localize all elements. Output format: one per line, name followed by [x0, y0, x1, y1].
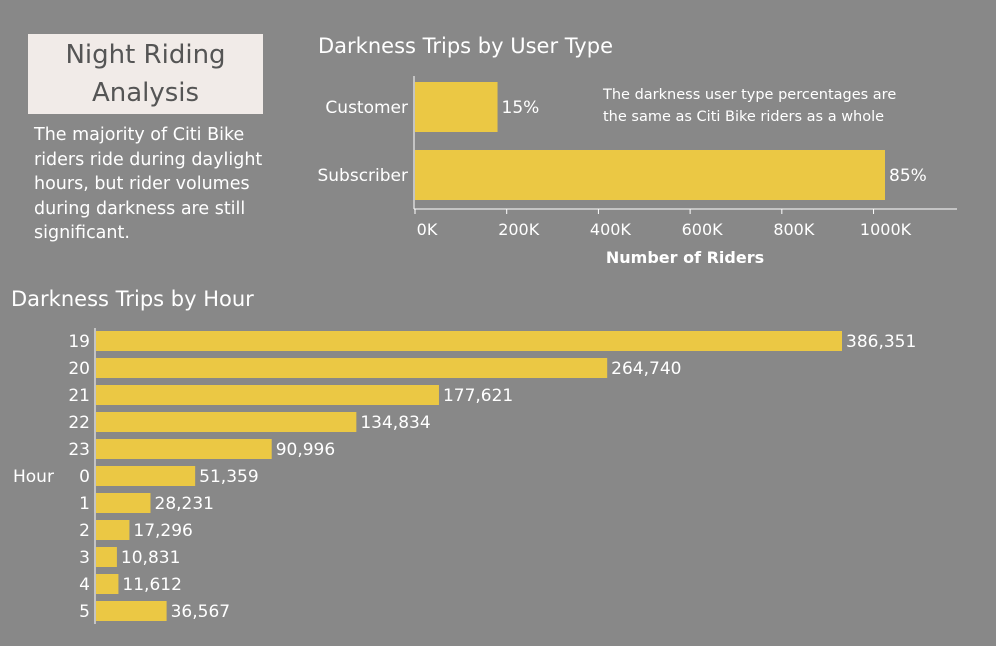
user-type-chart-title: Darkness Trips by User Type	[318, 34, 613, 58]
hour-bar	[96, 547, 117, 567]
hour-category-label: 5	[79, 602, 90, 622]
user-type-x-tick-label: 0K	[417, 220, 438, 239]
hour-bar	[96, 493, 151, 513]
user-type-x-axis-title: Number of Riders	[606, 248, 764, 267]
dashboard-title: Night Riding Analysis	[65, 40, 226, 108]
hour-data-label: 386,351	[846, 332, 916, 352]
intro-text: The majority of Citi Bike riders ride du…	[34, 125, 263, 243]
hour-bar	[96, 439, 272, 459]
hour-data-label: 17,296	[133, 521, 192, 541]
hour-category-label: 22	[68, 413, 90, 433]
user-type-x-tick-label: 800K	[773, 220, 815, 239]
hour-bar	[96, 466, 196, 486]
hour-category-label: 20	[68, 359, 90, 379]
hour-data-label: 134,834	[360, 413, 430, 433]
hour-bar	[96, 385, 439, 405]
hour-category-label: 1	[79, 494, 90, 514]
user-type-x-tick-label: 1000K	[860, 220, 912, 239]
hour-data-label: 10,831	[121, 548, 180, 568]
user-type-data-label: 85%	[889, 166, 927, 186]
user-type-x-tick-label: 600K	[682, 220, 724, 239]
hour-category-label: 23	[68, 440, 90, 460]
hour-chart-title: Darkness Trips by Hour	[11, 287, 254, 311]
hour-y-axis-title: Hour	[13, 467, 54, 487]
hour-data-label: 90,996	[276, 440, 335, 460]
hour-data-label: 28,231	[155, 494, 214, 514]
hour-data-label: 177,621	[443, 386, 513, 406]
user-type-bar	[415, 150, 885, 200]
hour-category-label: 19	[68, 332, 90, 352]
hour-data-label: 264,740	[611, 359, 681, 379]
hour-data-label: 51,359	[199, 467, 258, 487]
user-type-bar	[415, 82, 498, 132]
hour-bar	[96, 358, 608, 378]
dashboard-title-box: Night Riding Analysis	[28, 34, 263, 114]
user-type-annotation: The darkness user type percentages are t…	[603, 87, 897, 125]
hour-bar	[96, 520, 130, 540]
user-type-category-label: Customer	[325, 98, 408, 118]
hour-bar	[96, 331, 842, 351]
hour-category-label: 21	[68, 386, 90, 406]
hour-bar	[96, 412, 357, 432]
hour-category-label: 4	[79, 575, 90, 595]
user-type-x-tick-label: 200K	[498, 220, 540, 239]
user-type-x-tick-label: 400K	[590, 220, 632, 239]
user-type-data-label: 15%	[502, 98, 540, 118]
hour-category-label: 2	[79, 521, 90, 541]
hour-category-label: 3	[79, 548, 90, 568]
hour-bar	[96, 574, 119, 594]
hour-data-label: 36,567	[171, 602, 230, 622]
hour-bar	[96, 601, 167, 621]
hour-category-label: 0	[79, 467, 90, 487]
user-type-category-label: Subscriber	[317, 166, 408, 186]
hour-data-label: 11,612	[122, 575, 181, 595]
